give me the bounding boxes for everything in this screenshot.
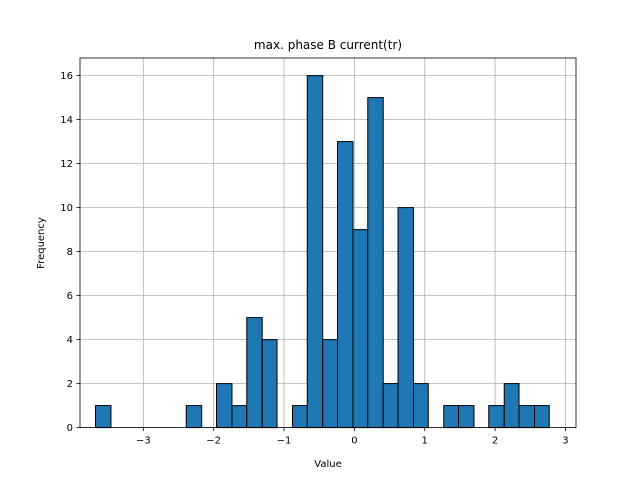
y-tick-label: 16 xyxy=(60,71,73,82)
y-tick-label: 8 xyxy=(67,247,73,258)
y-tick-label: 4 xyxy=(67,335,73,346)
x-tick-label: 2 xyxy=(492,436,498,447)
x-tick-label: 1 xyxy=(422,436,428,447)
x-tick-label: −3 xyxy=(136,436,151,447)
x-tick-label: −2 xyxy=(206,436,221,447)
histogram-bar xyxy=(488,405,505,429)
y-tick-label: 6 xyxy=(67,291,73,302)
y-tick-label: 0 xyxy=(67,423,73,434)
histogram-bar xyxy=(306,75,324,429)
histogram-bar xyxy=(352,229,369,429)
histogram-bar xyxy=(412,383,429,429)
y-tick-label: 14 xyxy=(60,115,73,126)
bars-layer xyxy=(94,75,550,429)
histogram-bar xyxy=(291,405,308,429)
histogram-bar xyxy=(443,405,460,429)
histogram-bar xyxy=(336,141,354,429)
histogram-bar xyxy=(518,405,535,429)
histogram-bar xyxy=(261,339,278,429)
x-tick-label: 0 xyxy=(351,436,357,447)
histogram-bar xyxy=(397,207,414,429)
y-tick-label: 2 xyxy=(67,379,73,390)
histogram-bar xyxy=(246,317,263,429)
y-tick-label: 10 xyxy=(60,203,73,214)
histogram-bar xyxy=(503,383,520,429)
y-tick-label: 12 xyxy=(60,159,73,170)
histogram-bar xyxy=(322,339,338,429)
histogram-bar xyxy=(458,405,475,429)
x-tick-label: −1 xyxy=(277,436,292,447)
x-axis-label: Value xyxy=(314,459,341,470)
histogram-bar xyxy=(231,405,248,429)
plot-area-frame xyxy=(79,57,577,429)
histogram-bar xyxy=(215,383,233,429)
histogram-bar xyxy=(185,405,203,429)
y-axis-label: Frequency xyxy=(36,217,47,269)
chart-title: max. phase B current(tr) xyxy=(254,38,402,52)
histogram-bar xyxy=(382,383,399,429)
x-tick-label: 3 xyxy=(562,436,568,447)
histogram-bar xyxy=(533,405,550,429)
histogram-bar xyxy=(367,97,384,429)
histogram-bar xyxy=(94,405,112,429)
